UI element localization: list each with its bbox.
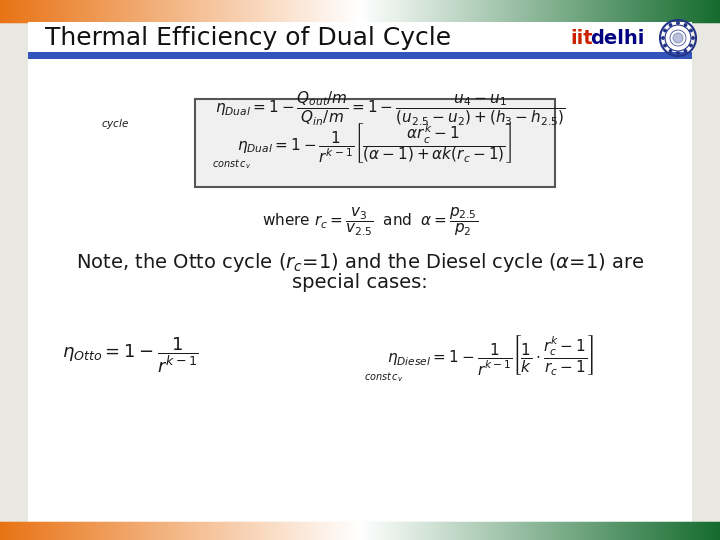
Circle shape — [692, 37, 694, 39]
FancyBboxPatch shape — [195, 99, 555, 187]
FancyBboxPatch shape — [28, 52, 692, 59]
Text: $\eta_{\mathit{Otto}} = 1 - \dfrac{1}{r^{k-1}}$: $\eta_{\mathit{Otto}} = 1 - \dfrac{1}{r^… — [62, 335, 198, 375]
Text: $\mathit{const\,c_v}$: $\mathit{const\,c_v}$ — [212, 157, 252, 171]
Text: $\eta_{\mathit{Diesel}} = 1 - \dfrac{1}{r^{k-1}}\left[\dfrac{1}{k}\cdot\dfrac{r_: $\eta_{\mathit{Diesel}} = 1 - \dfrac{1}{… — [387, 333, 593, 377]
Text: $\eta_{\mathit{Dual}} = 1 - \dfrac{Q_{\mathit{out}}/m}{Q_{\mathit{in}}/m}= 1 - \: $\eta_{\mathit{Dual}} = 1 - \dfrac{Q_{\m… — [215, 89, 565, 127]
Text: special cases:: special cases: — [292, 273, 428, 292]
Circle shape — [664, 44, 666, 46]
Circle shape — [684, 50, 687, 52]
Circle shape — [664, 29, 666, 32]
Circle shape — [690, 29, 692, 32]
Text: $\mathit{cycle}$: $\mathit{cycle}$ — [101, 117, 129, 131]
Text: iit: iit — [570, 29, 593, 48]
Circle shape — [670, 50, 672, 52]
FancyBboxPatch shape — [28, 18, 692, 522]
Circle shape — [673, 33, 683, 43]
Circle shape — [670, 24, 672, 26]
Circle shape — [690, 44, 692, 46]
FancyBboxPatch shape — [28, 22, 692, 52]
Circle shape — [684, 24, 687, 26]
Text: $\mathit{const\,c_v}$: $\mathit{const\,c_v}$ — [364, 370, 404, 384]
Text: Note, the Otto cycle ($r_c$=1) and the Diesel cycle ($\alpha$=1) are: Note, the Otto cycle ($r_c$=1) and the D… — [76, 251, 644, 273]
Text: Thermal Efficiency of Dual Cycle: Thermal Efficiency of Dual Cycle — [45, 26, 451, 50]
Text: where $r_c = \dfrac{v_3}{v_{2.5}}\;$ and $\;\alpha = \dfrac{p_{2.5}}{p_2}$: where $r_c = \dfrac{v_3}{v_{2.5}}\;$ and… — [262, 206, 478, 238]
Circle shape — [677, 22, 679, 24]
Text: delhi: delhi — [590, 29, 644, 48]
Circle shape — [662, 37, 665, 39]
Text: $\eta_{\mathit{Dual}} = 1 - \dfrac{1}{r^{k-1}}\left[\dfrac{\alpha r_c^{k}-1}{(\a: $\eta_{\mathit{Dual}} = 1 - \dfrac{1}{r^… — [238, 121, 513, 165]
Circle shape — [677, 52, 679, 54]
